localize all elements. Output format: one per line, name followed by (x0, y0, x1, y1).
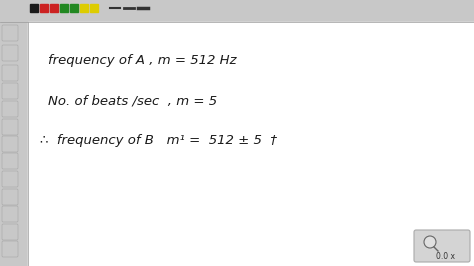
Bar (30, 4, 38, 12)
Bar (0, 0, 474, 22)
Bar (90, 4, 98, 12)
FancyBboxPatch shape (2, 153, 18, 169)
FancyBboxPatch shape (2, 119, 18, 135)
Circle shape (424, 236, 436, 248)
FancyBboxPatch shape (2, 101, 18, 117)
Text: frequency of A , m = 512 Hz: frequency of A , m = 512 Hz (48, 54, 237, 67)
Bar (80, 4, 88, 12)
FancyBboxPatch shape (2, 83, 18, 99)
FancyBboxPatch shape (2, 45, 18, 61)
FancyBboxPatch shape (2, 65, 18, 81)
Text: ∴  frequency of B   m¹ =  512 ± 5  †: ∴ frequency of B m¹ = 512 ± 5 † (40, 134, 277, 147)
FancyBboxPatch shape (2, 25, 18, 41)
FancyBboxPatch shape (2, 224, 18, 240)
Bar (70, 4, 78, 12)
FancyBboxPatch shape (2, 189, 18, 205)
FancyBboxPatch shape (2, 206, 18, 222)
Bar (40, 4, 48, 12)
Text: 0.0 x: 0.0 x (437, 252, 456, 261)
Bar (0, 22, 28, 266)
Bar (60, 4, 68, 12)
FancyBboxPatch shape (2, 241, 18, 257)
Text: No. of beats /sec  , m = 5: No. of beats /sec , m = 5 (48, 94, 217, 107)
FancyBboxPatch shape (2, 136, 18, 152)
FancyBboxPatch shape (2, 171, 18, 187)
Bar (50, 4, 58, 12)
FancyBboxPatch shape (414, 230, 470, 262)
